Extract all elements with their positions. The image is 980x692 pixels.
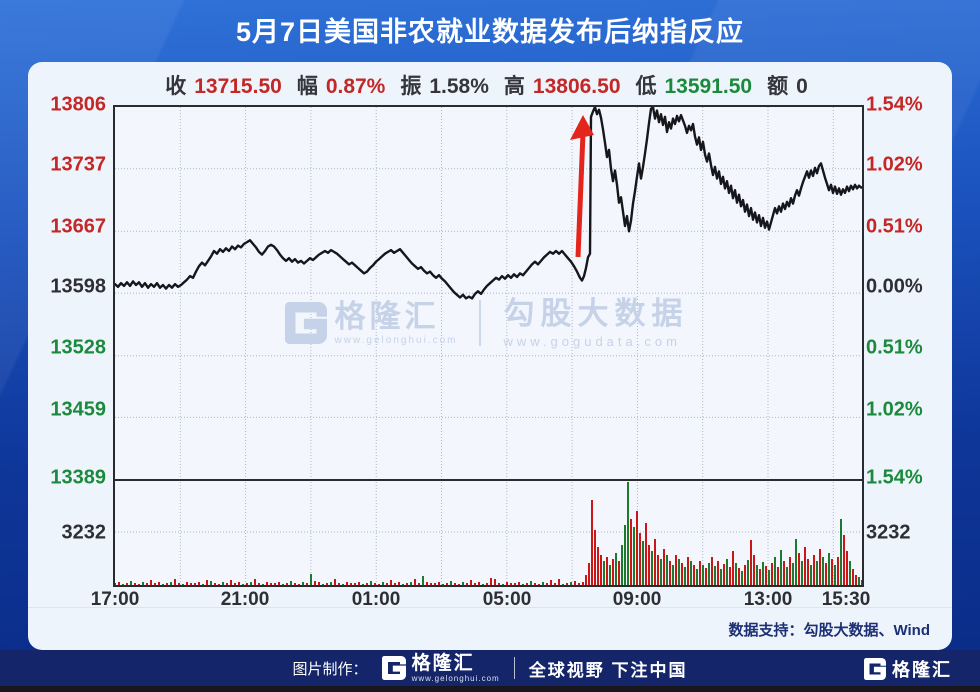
- bottom-strip: [0, 686, 980, 692]
- x-axis-label: 13:00: [743, 589, 793, 610]
- x-axis-label: 21:00: [220, 589, 270, 610]
- stat-high: 高 13806.50: [504, 70, 621, 100]
- footer-brand-url: www.gelonghui.com: [411, 673, 500, 683]
- y-axis-label-right: 1.02%: [866, 398, 923, 421]
- stat-amplitude-value: 1.58%: [429, 75, 489, 98]
- x-axis-label: 01:00: [351, 589, 401, 610]
- y-axis-label-right: 3232: [866, 521, 911, 544]
- y-axis-label-left: 3232: [61, 521, 107, 544]
- y-axis-label-left: 13667: [50, 215, 106, 238]
- y-axis-label-left: 13389: [50, 466, 106, 489]
- stat-high-value: 13806.50: [532, 75, 621, 98]
- stat-amplitude-label: 振: [400, 75, 422, 98]
- corner-brand: 格隆汇: [892, 660, 952, 680]
- y-axis-label-left: 13806: [50, 93, 106, 116]
- stat-change-label: 幅: [296, 75, 318, 98]
- price-volume-chart: [113, 105, 864, 587]
- x-axis-label: 05:00: [482, 589, 532, 610]
- footer-divider: [513, 657, 515, 679]
- stat-amount-value: 0: [796, 75, 808, 98]
- stat-close-label: 收: [165, 75, 187, 98]
- stat-amplitude: 振 1.58%: [400, 70, 489, 100]
- stat-close: 收 13715.50: [165, 70, 282, 100]
- page-header: 5月7日美国非农就业数据发布后纳指反应: [0, 0, 980, 58]
- footer-made-by: 图片制作：: [292, 660, 368, 678]
- page-title: 5月7日美国非农就业数据发布后纳指反应: [235, 16, 745, 47]
- stat-low: 低 13591.50: [636, 70, 753, 100]
- stat-low-value: 13591.50: [664, 75, 753, 98]
- stat-change-value: 0.87%: [325, 75, 386, 98]
- y-axis-label-right: 0.51%: [866, 336, 923, 359]
- footer-brand: 格隆汇: [411, 652, 475, 674]
- y-axis-label-right: 1.54%: [866, 466, 923, 489]
- corner-logo: 格隆汇: [864, 656, 952, 682]
- gelonghui-logo-icon: [864, 658, 886, 680]
- stats-bar: 收 13715.50 幅 0.87% 振 1.58% 高 13806.50 低 13591…: [113, 70, 860, 100]
- stat-amount-label: 额: [767, 75, 789, 98]
- gelonghui-logo-icon: [381, 656, 406, 680]
- y-axis-label-left: 13459: [50, 398, 106, 421]
- y-axis-label-left: 13528: [50, 336, 106, 359]
- datasource-text: 数据支持：勾股大数据、Wind: [728, 621, 930, 639]
- x-axis-label: 15:30: [821, 589, 871, 610]
- footer-slogan: 全球视野 下注中国: [528, 660, 688, 680]
- y-axis-label-right: 1.54%: [866, 93, 923, 116]
- stat-close-value: 13715.50: [194, 75, 282, 98]
- y-axis-label-right: 0.00%: [866, 275, 923, 298]
- chart-svg: [115, 107, 862, 585]
- x-axis-label: 17:00: [90, 589, 140, 610]
- stat-high-label: 高: [503, 75, 525, 98]
- footer-bar: 图片制作： 格隆汇 www.gelonghui.com 全球视野 下注中国: [0, 650, 980, 686]
- chart-card: 收 13715.50 幅 0.87% 振 1.58% 高 13806.50 低 13591…: [28, 62, 952, 650]
- y-axis-label-right: 1.02%: [866, 153, 923, 176]
- y-axis-label-left: 13598: [50, 275, 106, 298]
- y-axis-label-left: 13737: [50, 153, 106, 176]
- datasource-row: 数据支持：勾股大数据、Wind: [28, 607, 952, 650]
- stat-change: 幅 0.87%: [297, 70, 386, 100]
- footer-gelonghui-logo: 格隆汇 www.gelonghui.com: [381, 652, 500, 683]
- stat-low-label: 低: [635, 75, 657, 98]
- y-axis-label-right: 0.51%: [866, 215, 923, 238]
- x-axis-label: 09:00: [612, 589, 662, 610]
